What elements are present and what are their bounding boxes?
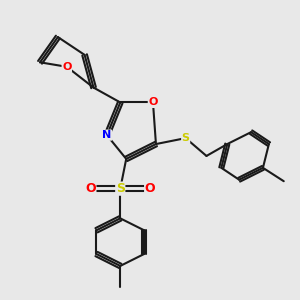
Text: O: O: [62, 62, 71, 72]
Text: O: O: [145, 182, 155, 195]
Text: O: O: [85, 182, 96, 195]
Text: N: N: [102, 130, 112, 140]
Text: O: O: [148, 98, 158, 107]
Text: S: S: [116, 182, 125, 195]
Text: S: S: [182, 133, 190, 143]
